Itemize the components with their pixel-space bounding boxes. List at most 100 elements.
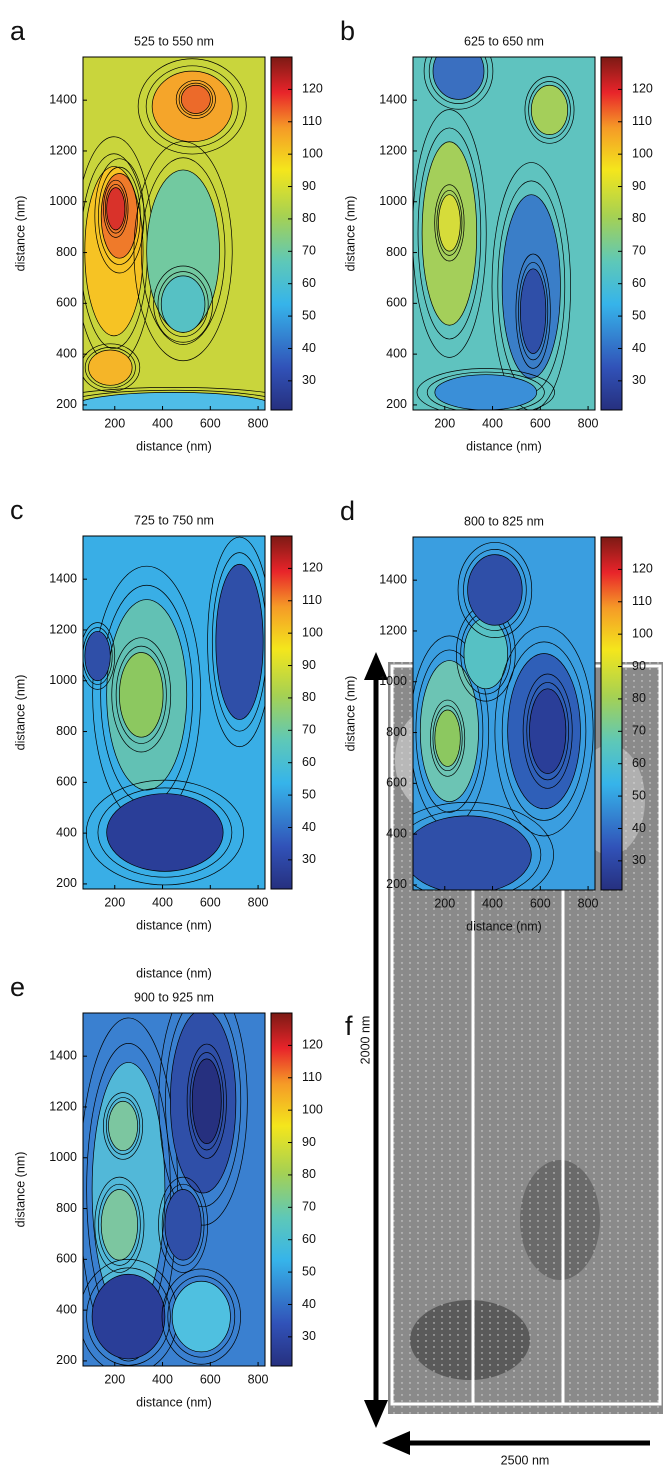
contour-region [83, 389, 265, 397]
colorbar-tick-label: 100 [302, 625, 323, 639]
y-tick-label: 1200 [49, 143, 77, 157]
contour-region [530, 84, 569, 136]
x-tick-label: 400 [482, 416, 503, 430]
contour-region [426, 371, 545, 410]
contour-region [103, 179, 129, 238]
y-tick-label: 1400 [49, 92, 77, 106]
contour-field [83, 1013, 265, 1366]
contour-region [106, 793, 224, 872]
contour-region [518, 262, 549, 361]
colorbar-tick-label: 80 [302, 690, 316, 704]
y-tick-label: 1400 [379, 92, 407, 106]
contour-region [186, 1043, 227, 1159]
contour-region [158, 1176, 209, 1273]
colorbar-tick-label: 80 [632, 691, 646, 705]
colorbar-tick-label: 120 [302, 561, 323, 575]
contour-region [83, 1017, 178, 1362]
chart-title: 900 to 925 nm [134, 990, 214, 1004]
y-axis-label: distance (nm) [343, 196, 357, 272]
y-tick-label: 200 [56, 397, 77, 411]
panel-letter: a [10, 16, 26, 46]
contour-region [434, 184, 465, 262]
contour-region [84, 630, 111, 682]
colorbar [270, 56, 293, 411]
x-tick-label: 800 [248, 416, 269, 430]
contour-region [178, 82, 213, 116]
panel-letter: e [10, 972, 25, 1002]
colorbar-tick-label: 120 [632, 562, 653, 576]
contour-region [432, 705, 463, 772]
colorbar [600, 56, 623, 411]
y-tick-label: 1400 [49, 571, 77, 585]
y-tick-label: 1200 [49, 622, 77, 636]
contour-region [104, 184, 127, 234]
y-tick-label: 1200 [379, 623, 407, 637]
colorbar-tick-label: 80 [302, 211, 316, 225]
contour-region [108, 1100, 138, 1152]
contour-region [83, 343, 141, 392]
contour-region [501, 641, 587, 821]
y-tick-label: 1000 [379, 194, 407, 208]
x-tick-label: 400 [482, 896, 503, 910]
contour-region [522, 673, 573, 789]
x-tick-label: 200 [104, 1372, 125, 1386]
colorbar-tick-label: 50 [302, 308, 316, 322]
y-tick-label: 800 [56, 724, 77, 738]
contour-region [413, 815, 532, 890]
contour-region [467, 554, 523, 626]
contour-region [161, 1183, 205, 1266]
colorbar-tick-label: 70 [302, 1200, 316, 1214]
colorbar-tick-label: 120 [632, 82, 653, 96]
colorbar-tick-label: 30 [632, 853, 646, 867]
x-tick-label: 600 [530, 416, 551, 430]
contour-region [417, 127, 482, 340]
contour-region [133, 141, 233, 362]
contour-region [494, 625, 594, 837]
colorbar-tick-label: 50 [632, 308, 646, 322]
colorbar-tick-label: 70 [302, 723, 316, 737]
y-tick-label: 1000 [49, 673, 77, 687]
contour-region [526, 682, 569, 781]
contour-region [215, 563, 264, 720]
y-tick-label: 200 [56, 876, 77, 890]
x-axis-label: distance (nm) [466, 919, 542, 933]
x-tick-label: 200 [434, 896, 455, 910]
contour-region [438, 194, 461, 252]
contour-region [413, 809, 542, 890]
contour-region [100, 1189, 138, 1261]
plot-frame [82, 56, 266, 411]
plot-frame [82, 535, 266, 890]
y-tick-label: 400 [56, 825, 77, 839]
y-tick-label: 1400 [379, 572, 407, 586]
contour-region [88, 349, 133, 386]
y-tick-label: 1000 [49, 1150, 77, 1164]
colorbar-tick-label: 100 [302, 146, 323, 160]
contour-region [528, 81, 571, 139]
colorbar-tick-label: 100 [632, 146, 653, 160]
panel-letter: b [340, 16, 355, 46]
contour-region [415, 649, 484, 813]
contour-region [105, 1097, 141, 1155]
x-axis-label: distance (nm) [136, 1395, 212, 1409]
colorbar-tick-label: 110 [302, 593, 322, 607]
contour-region [189, 1052, 224, 1151]
contour-region [167, 1275, 236, 1358]
contour-region [524, 76, 575, 144]
x-tick-label: 400 [152, 1372, 173, 1386]
contour-region [145, 65, 239, 148]
y-tick-label: 1000 [49, 194, 77, 208]
plot-frame [82, 1012, 266, 1367]
y-tick-label: 400 [56, 346, 77, 360]
contour-region [85, 779, 244, 886]
colorbar-tick-label: 110 [302, 1070, 322, 1084]
contour-panel: 900 to 925 nm e 200 400 600 800 200 400 600 800 10… [10, 972, 323, 1409]
panel-letter: c [10, 495, 24, 525]
contour-region [430, 699, 466, 777]
contour-panel: 625 to 650 nm b 200 400 600 800 200 400 600 800 10… [340, 16, 653, 453]
annotation: distance (nm) [136, 966, 212, 980]
colorbar-tick-label: 120 [302, 1038, 323, 1052]
y-axis-label: distance (nm) [13, 1152, 27, 1228]
colorbar-tick-label: 90 [632, 659, 646, 673]
colorbar-tick-label: 30 [302, 852, 316, 866]
y-tick-label: 200 [56, 1353, 77, 1367]
